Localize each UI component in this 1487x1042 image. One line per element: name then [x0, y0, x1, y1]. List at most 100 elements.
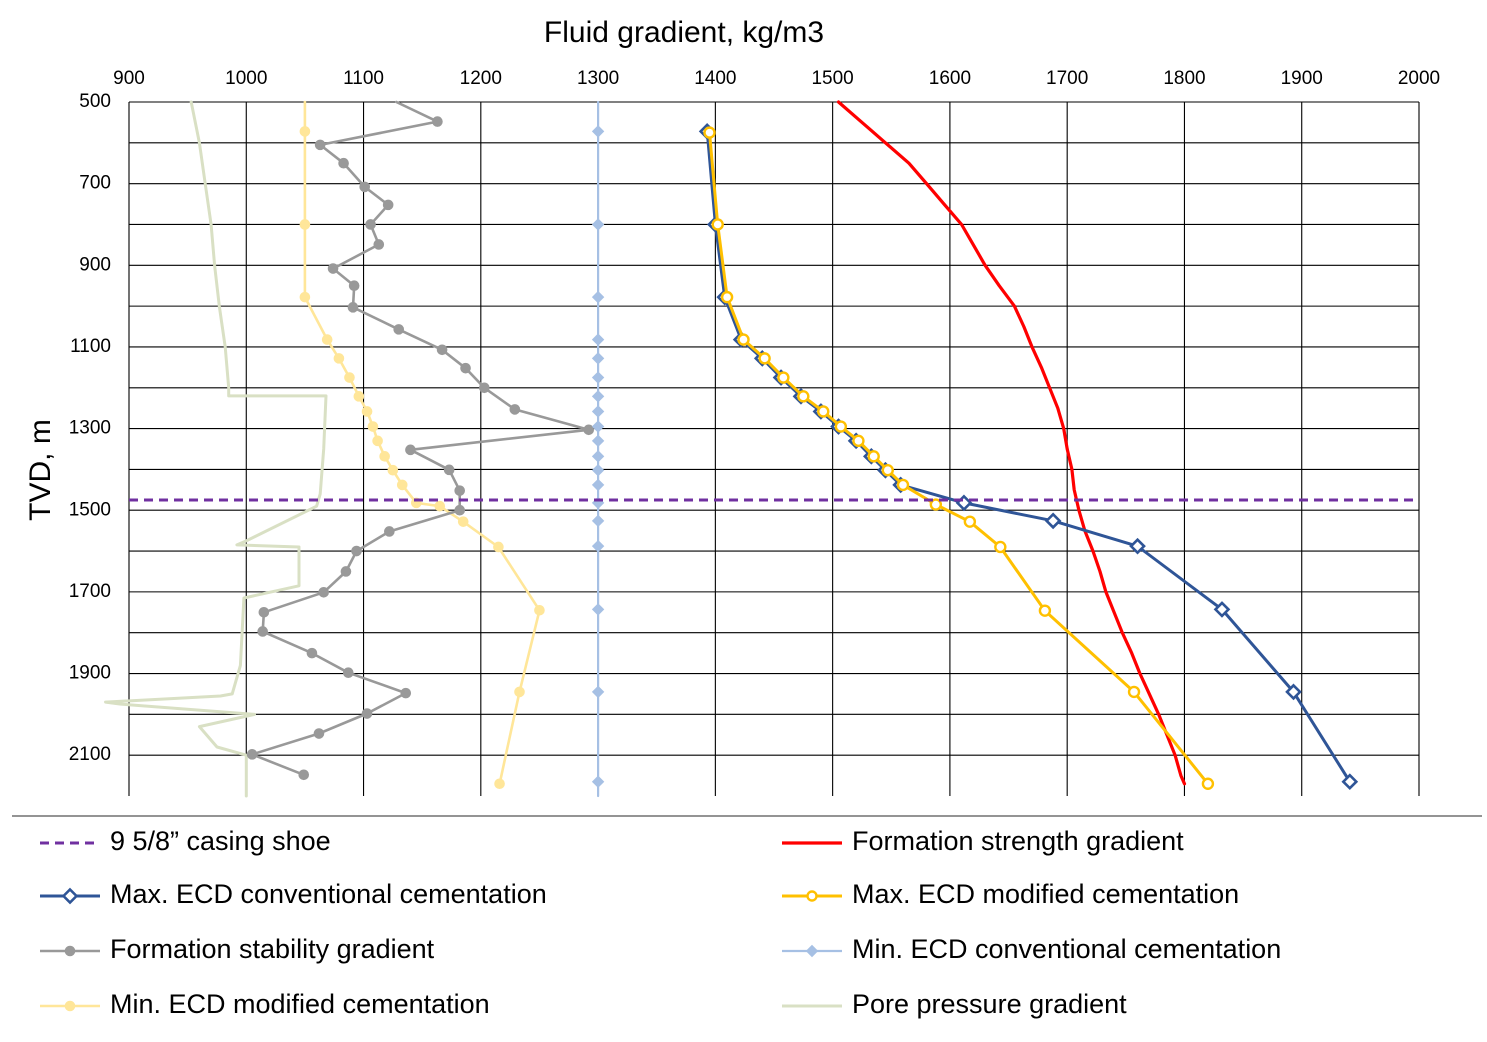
data-point-marker: [1127, 685, 1141, 699]
y-tick-label: 1700: [69, 581, 111, 602]
data-point-marker: [1129, 537, 1146, 555]
plot-series: [104, 100, 1419, 798]
legend-label: Max. ECD conventional cementation: [110, 879, 547, 909]
x-tick-labels: 900 1000 1100 1200 1300 1400 1500 1600 1700 1800 1…: [113, 68, 1440, 89]
x-tick-label: 1200: [460, 68, 502, 89]
data-point-marker: [929, 498, 943, 511]
data-point-marker: [361, 708, 373, 719]
legend-item-max-ecd-conventional-cementation: Max. ECD conventional cementation: [40, 879, 547, 909]
series-line: [303, 100, 541, 786]
data-point-marker: [454, 485, 466, 496]
data-point-marker: [994, 540, 1007, 554]
data-point-marker: [257, 626, 268, 637]
legend-label: Min. ECD conventional cementation: [852, 934, 1281, 964]
data-point-marker: [1201, 777, 1215, 790]
data-point-marker: [591, 434, 605, 448]
data-point-marker: [591, 450, 605, 463]
data-point-marker: [534, 604, 545, 616]
data-point-marker: [353, 391, 365, 402]
data-point-marker: [338, 157, 349, 169]
y-tick-label: 1500: [69, 499, 111, 520]
data-point-marker: [396, 479, 408, 491]
data-point-marker: [963, 515, 977, 528]
data-point-marker: [583, 424, 595, 436]
data-point-marker: [258, 606, 270, 618]
x-tick-label: 1800: [1163, 68, 1205, 89]
y-tick-label: 1300: [69, 418, 111, 439]
data-point-marker: [61, 887, 79, 905]
series-max-ecd-modified-cementation: [703, 126, 1215, 790]
series-min-ecd-conventional-cementation: [591, 100, 605, 798]
data-point-marker: [493, 541, 504, 553]
data-point-marker: [509, 404, 521, 415]
data-point-marker: [299, 291, 311, 303]
data-point-marker: [817, 405, 830, 418]
data-point-marker: [314, 139, 326, 151]
series-line: [250, 100, 591, 777]
data-point-marker: [777, 371, 790, 384]
series-line: [104, 100, 328, 798]
data-point-marker: [321, 334, 333, 345]
data-point-marker: [1341, 773, 1359, 791]
series-formation-stability-gradient: [246, 100, 595, 781]
data-point-marker: [343, 667, 354, 679]
data-point-marker: [591, 352, 605, 365]
data-point-marker: [361, 406, 373, 417]
data-point-marker: [591, 405, 605, 418]
data-point-marker: [591, 464, 605, 477]
x-tick-label: 1600: [929, 68, 971, 89]
y-tick-labels: 500 700 900 1100 1300 1500 1700 1900 2100: [69, 91, 111, 765]
data-point-marker: [1038, 604, 1052, 617]
series-pore-pressure-gradient: [104, 100, 328, 798]
legend-item-max-ecd-modified-cementation: Max. ECD modified cementation: [782, 879, 1239, 909]
x-tick-label: 1000: [225, 68, 267, 89]
legend-label: Max. ECD modified cementation: [852, 879, 1239, 909]
data-point-marker: [436, 344, 448, 356]
data-point-marker: [591, 290, 605, 304]
data-point-marker: [591, 218, 605, 231]
legend-label: 9 5/8” casing shoe: [110, 826, 331, 856]
data-point-marker: [400, 687, 412, 699]
data-point-marker: [306, 647, 318, 659]
y-tick-label: 1100: [70, 336, 111, 357]
series-formation-strength-gradient: [836, 100, 1187, 786]
series-min-ecd-modified-cementation: [299, 100, 545, 790]
data-point-marker: [896, 478, 910, 492]
x-tick-label: 1900: [1281, 68, 1323, 89]
data-point-marker: [591, 333, 605, 346]
y-axis-title: TVD, m: [24, 419, 57, 521]
data-point-marker: [373, 239, 385, 250]
data-point-marker: [365, 219, 376, 230]
legend-item-formation-stability-gradient: Formation stability gradient: [40, 934, 435, 964]
legend-label: Pore pressure gradient: [852, 989, 1127, 1019]
data-point-marker: [359, 181, 371, 193]
series-line: [836, 100, 1187, 786]
data-point-marker: [737, 333, 750, 346]
data-point-marker: [834, 420, 848, 433]
data-point-marker: [591, 775, 605, 788]
legend-label: Min. ECD modified cementation: [110, 989, 490, 1019]
data-point-marker: [1285, 683, 1302, 701]
x-tick-label: 1500: [811, 68, 853, 89]
y-tick-label: 500: [79, 91, 111, 112]
data-point-marker: [591, 125, 605, 138]
data-point-marker: [318, 586, 329, 598]
data-point-marker: [494, 778, 505, 790]
data-point-marker: [246, 749, 258, 760]
data-point-marker: [591, 603, 605, 616]
data-point-marker: [393, 324, 405, 335]
data-point-marker: [479, 382, 490, 394]
data-point-marker: [881, 464, 894, 477]
data-point-marker: [720, 290, 734, 304]
data-point-marker: [955, 494, 973, 512]
legend-item-pore-pressure-gradient: Pore pressure gradient: [782, 989, 1127, 1019]
data-point-marker: [347, 302, 359, 313]
data-point-marker: [591, 478, 605, 492]
data-point-marker: [384, 526, 395, 537]
data-point-marker: [797, 390, 810, 403]
data-point-marker: [327, 263, 339, 274]
data-point-marker: [457, 516, 469, 527]
data-point-marker: [711, 218, 724, 231]
y-tick-label: 700: [79, 173, 111, 194]
legend: 9 5/8” casing shoe Formation strength gra…: [40, 826, 1281, 1019]
